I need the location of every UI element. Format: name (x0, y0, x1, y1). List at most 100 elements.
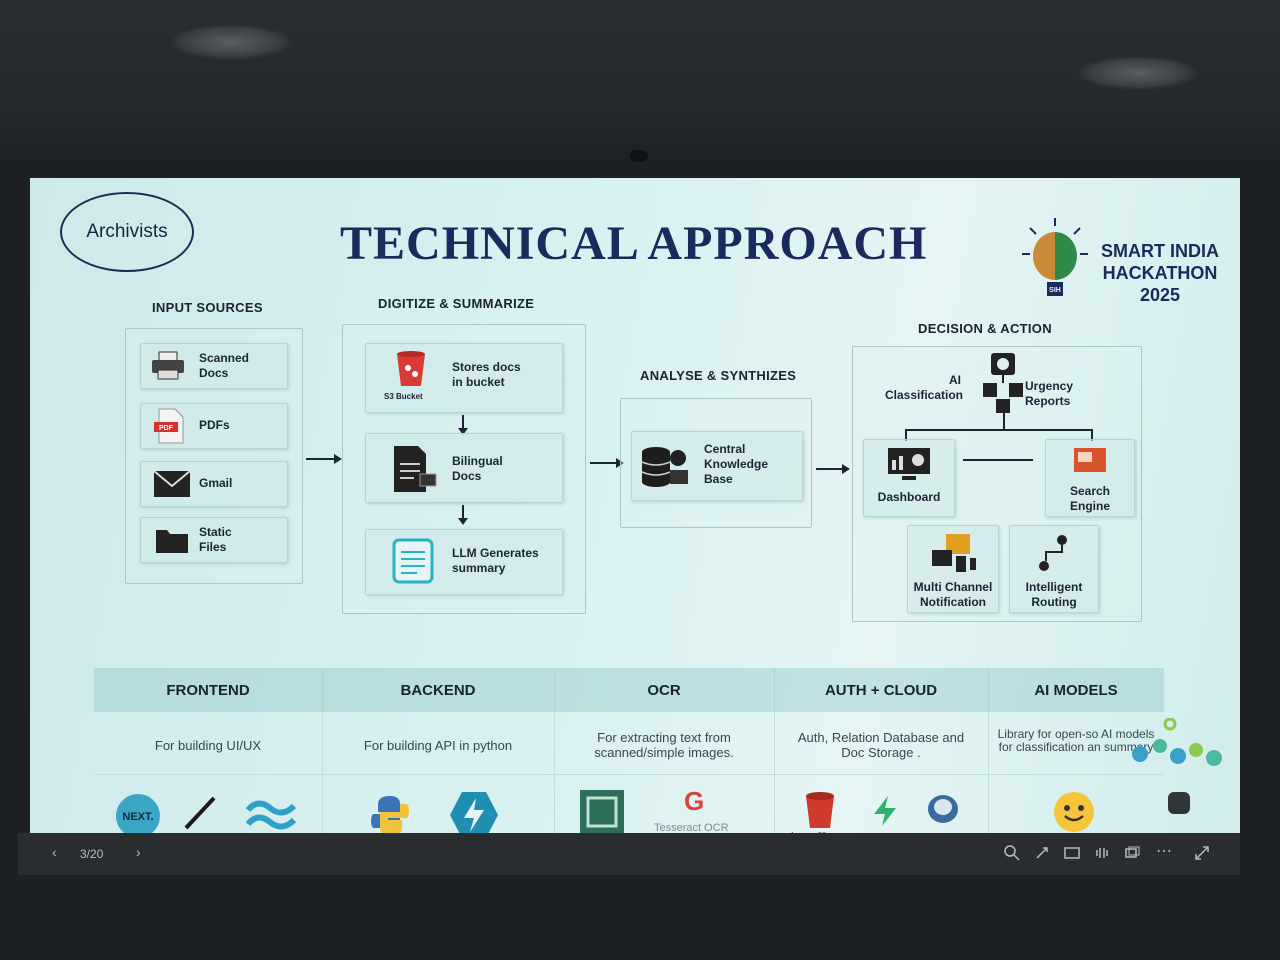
step-llm-summary: LLM Generates summary (365, 529, 563, 595)
step-bilingual-docs: Bilingual Docs (365, 433, 563, 503)
flow-arrow (306, 454, 342, 464)
pen-icon (184, 796, 216, 830)
tesseract-caption: Tesseract OCR (654, 822, 729, 833)
postgres-icon (928, 795, 958, 823)
aws-s3-caption: Amazon S3 (790, 832, 826, 833)
stack-desc: For building UI/UX (154, 737, 262, 753)
input-sources-heading: INPUT SOURCES (152, 300, 263, 315)
stack-desc: For extracting text from scanned/simple … (594, 730, 734, 760)
huggingface-icon (1054, 792, 1094, 832)
audio-icon[interactable] (1094, 845, 1110, 861)
tailwind-icon (245, 800, 297, 830)
room-ceiling (0, 0, 1280, 175)
dashboard-label: Dashboard (877, 490, 941, 504)
routing-icon (1039, 535, 1067, 571)
analyse-heading: ANALYSE & SYNTHIZES (640, 368, 797, 383)
notification-icon (932, 534, 976, 572)
folder-icon (156, 530, 188, 553)
input-sources-group: Scanned Docs PDF PDFs Gmail Static Files (125, 328, 303, 584)
ceiling-light (170, 24, 292, 60)
digitize-heading: DIGITIZE & SUMMARIZE (378, 296, 535, 311)
central-knowledge-base: Central Knowledge Base (631, 431, 803, 501)
summary-icon (392, 538, 434, 584)
search-engine-label: Search Engine (1069, 484, 1111, 513)
source-scanned-docs: Scanned Docs (140, 343, 288, 389)
sih-line-1: SMART INDIA (1101, 241, 1219, 261)
fastapi-icon (450, 792, 498, 833)
sih-name: SMART INDIA HACKATHON 2025 (1100, 240, 1220, 306)
ocr-icon (580, 790, 624, 833)
dashboard-card: Dashboard (863, 439, 955, 517)
flow-arrow (816, 464, 850, 474)
stack-icons (322, 778, 554, 833)
stack-head: AUTH + CLOUD (774, 668, 988, 712)
mail-icon (153, 470, 191, 497)
pointer-icon[interactable] (1034, 845, 1050, 861)
dashboard-icon (888, 448, 930, 480)
digitize-group: S3 Bucket Stores docs in bucket Bilingual… (342, 324, 586, 614)
next-slide-button[interactable]: › (136, 844, 141, 860)
sih-badge: SIH (1049, 287, 1061, 294)
multi-channel-label: Multi Channel Notification (913, 580, 993, 609)
flow-arrow-down (458, 415, 468, 435)
source-label: Static Files (199, 525, 232, 554)
flow-arrow-down (458, 505, 468, 525)
source-static-files: Static Files (140, 517, 288, 563)
step-label: Stores docs in bucket (452, 360, 521, 389)
nextjs-text: NEXT. (122, 811, 153, 823)
ai-classification-label: AI Classification (884, 373, 964, 402)
team-logo: Archivists (60, 192, 194, 272)
subtitles-icon[interactable] (1064, 845, 1080, 861)
chat-icon[interactable] (1168, 792, 1190, 814)
stack-desc: Library for open-so AI models for classi… (997, 727, 1155, 754)
step-label: Bilingual Docs (452, 454, 503, 483)
stack-col-frontend: FRONTEND For building UI/UX NEXT. (94, 668, 323, 833)
source-gmail: Gmail (140, 461, 288, 507)
ceiling-light (1078, 56, 1198, 90)
projector-camera (630, 150, 648, 162)
stack-desc: Auth, Relation Database and Doc Storage … (797, 730, 965, 760)
ai-classification-icon (983, 353, 1023, 413)
prev-slide-button[interactable]: ‹ (52, 844, 57, 860)
tree-connector (905, 429, 907, 441)
presentation-toolbar: ‹ 3/20 › ⋯ (18, 833, 1240, 875)
sih-bulb-logo-icon: SIH (1022, 218, 1088, 296)
source-pdfs: PDF PDFs (140, 403, 288, 449)
source-label: PDFs (199, 418, 230, 432)
stack-icons: NEXT. (94, 778, 322, 833)
source-label: Gmail (199, 476, 233, 490)
s3-bucket-icon (397, 351, 425, 386)
stack-col-auth-cloud: AUTH + CLOUD Auth, Relation Database and… (774, 668, 989, 833)
document-icon (394, 446, 437, 492)
stack-col-backend: BACKEND For building API in python (322, 668, 555, 833)
urgency-reports-label: Urgency Reports (1025, 379, 1074, 408)
more-options-icon[interactable]: ⋯ (1156, 843, 1172, 860)
intelligent-routing-label: Intelligent Routing (1025, 580, 1083, 609)
analyse-group: Central Knowledge Base (620, 398, 812, 528)
slides-grid-icon[interactable] (1124, 845, 1140, 861)
stack-icons: G Tesseract OCR (554, 778, 774, 833)
source-label: Scanned Docs (199, 351, 250, 380)
page-indicator: 3/20 (80, 847, 104, 861)
tree-connector (1003, 411, 1005, 429)
flow-arrow (590, 458, 624, 468)
google-icon: G (684, 786, 705, 816)
python-icon (371, 796, 409, 833)
nextjs-icon: NEXT. (116, 794, 160, 833)
sih-line-2: HACKATHON (1102, 263, 1218, 283)
search-engine-card: Search Engine (1045, 439, 1135, 517)
step-store-bucket: S3 Bucket Stores docs in bucket (365, 343, 563, 413)
step-label: LLM Generates summary (452, 546, 539, 575)
aws-s3-icon (806, 792, 834, 828)
zoom-icon[interactable] (1004, 845, 1020, 861)
fullscreen-icon[interactable] (1194, 845, 1210, 861)
tree-connector (1091, 429, 1093, 441)
stack-head: AI MODELS (988, 668, 1164, 712)
intelligent-routing-card: Intelligent Routing (1009, 525, 1099, 613)
pdf-badge: PDF (159, 425, 174, 432)
bidirectional-arrow (963, 459, 1033, 461)
s3-caption: S3 Bucket (384, 392, 423, 401)
stack-head: OCR (554, 668, 774, 712)
stack-desc: For building API in python (363, 737, 513, 753)
sih-line-3: 2025 (1139, 285, 1181, 305)
